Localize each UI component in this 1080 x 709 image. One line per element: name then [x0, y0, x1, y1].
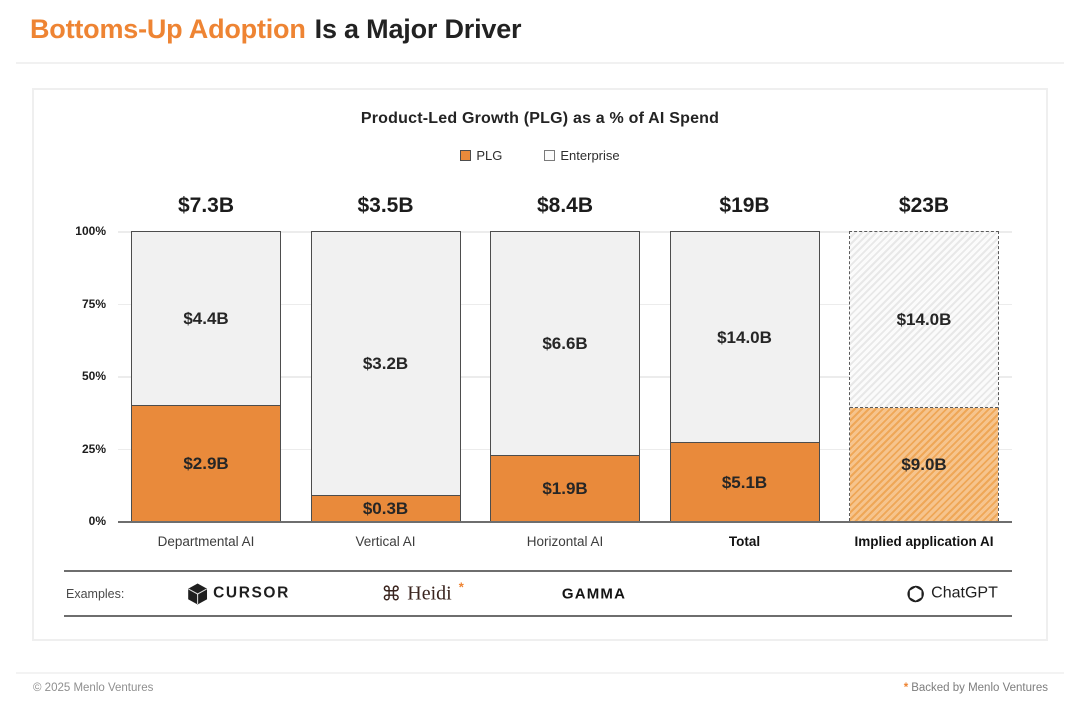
- example-cursor-logo: CURSOR: [188, 583, 290, 604]
- enterprise-value-label: $14.0B: [896, 309, 952, 329]
- title-divider: [16, 62, 1064, 64]
- chart-card: Product-Led Growth (PLG) as a % of AI Sp…: [32, 88, 1048, 641]
- chatgpt-wordmark: ChatGPT: [931, 584, 998, 602]
- category-label: Horizontal AI: [526, 534, 604, 549]
- page-title: Bottoms-Up Adoption Is a Major Driver: [30, 14, 522, 45]
- chart-title: Product-Led Growth (PLG) as a % of AI Sp…: [360, 110, 720, 127]
- bar-total-label: $7.3B: [177, 194, 235, 217]
- heidi-wordmark: Heidi: [407, 582, 452, 604]
- stacked-bar: $4.4B $2.9B: [131, 231, 281, 521]
- plg-segment: $1.9B: [491, 455, 639, 521]
- examples-band: Examples: CURSOR ⌘ Heidi * GAMMA: [64, 570, 1012, 617]
- enterprise-segment: $6.6B: [491, 232, 639, 456]
- plot-area: $7.3B $4.4B $2.9B Departmental AI $3.5B …: [118, 194, 1012, 549]
- footer-divider: [16, 672, 1064, 674]
- bar-column-implied-application-ai: $23B $14.0B $9.0B Implied application AI: [849, 194, 999, 549]
- openai-icon: [907, 585, 924, 602]
- example-gamma-logo: GAMMA: [562, 585, 626, 602]
- y-axis: 100% 75% 50% 25% 0%: [34, 224, 106, 528]
- plg-segment: $2.9B: [132, 406, 280, 521]
- y-tick: 100%: [75, 224, 106, 238]
- y-tick: 0%: [88, 514, 106, 528]
- stacked-bar: $6.6B $1.9B: [490, 231, 640, 521]
- bar-total-label: $19B: [719, 194, 770, 217]
- y-tick: 25%: [81, 441, 106, 456]
- examples-label: Examples:: [66, 586, 125, 601]
- enterprise-segment: $3.2B: [311, 232, 460, 497]
- y-tick: 75%: [81, 296, 106, 311]
- plg-value-label: $0.3B: [362, 499, 409, 519]
- gamma-wordmark: GAMMA: [561, 585, 627, 602]
- example-heidi-logo: ⌘ Heidi *: [381, 579, 464, 606]
- plg-segment: $9.0B: [850, 407, 998, 521]
- category-label: Total: [728, 534, 761, 549]
- category-label: Departmental AI: [157, 534, 255, 549]
- bar-column-departmental-ai: $7.3B $4.4B $2.9B Departmental AI: [131, 194, 281, 549]
- enterprise-value-label: $4.4B: [183, 309, 229, 329]
- bar-total-label: $8.4B: [536, 194, 594, 217]
- footnote-text: Backed by Menlo Ventures: [911, 682, 1048, 694]
- enterprise-segment: $14.0B: [850, 232, 998, 408]
- bar-total-label: $3.5B: [357, 194, 414, 217]
- example-chatgpt-logo: ChatGPT: [906, 584, 998, 603]
- plg-value-label: $1.9B: [542, 478, 588, 498]
- stacked-bar: $14.0B $5.1B: [669, 231, 820, 521]
- copyright-text: © 2025 Menlo Ventures: [33, 682, 154, 694]
- enterprise-swatch-icon: [544, 150, 556, 161]
- enterprise-value-label: $3.2B: [362, 354, 409, 374]
- chart-legend: PLG Enterprise: [34, 148, 1046, 163]
- legend-plg-label: PLG: [476, 148, 503, 163]
- stacked-bar-dashed: $14.0B $9.0B: [849, 231, 999, 521]
- heidi-knot-icon: ⌘: [381, 581, 402, 606]
- legend-enterprise-label: Enterprise: [560, 148, 620, 163]
- heidi-backed-asterisk: *: [458, 579, 464, 594]
- cursor-cube-icon: [188, 583, 208, 604]
- page-title-highlight: Bottoms-Up Adoption: [30, 14, 306, 44]
- plg-swatch-icon: [460, 150, 472, 161]
- footnote: * Backed by Menlo Ventures: [904, 682, 1048, 694]
- bar-total-label: $23B: [898, 194, 950, 217]
- stacked-bar: $3.2B $0.3B: [310, 231, 461, 521]
- cursor-wordmark: CURSOR: [213, 584, 290, 602]
- enterprise-value-label: $6.6B: [542, 333, 588, 353]
- plg-value-label: $2.9B: [183, 454, 229, 474]
- bar-column-vertical-ai: $3.5B $3.2B $0.3B Vertical AI: [310, 194, 461, 549]
- enterprise-value-label: $14.0B: [717, 327, 772, 347]
- category-label: Implied application AI: [854, 534, 994, 549]
- bar-group: $7.3B $4.4B $2.9B Departmental AI $3.5B …: [118, 194, 1012, 549]
- plg-segment: $0.3B: [311, 496, 460, 521]
- plg-segment: $5.1B: [670, 443, 819, 521]
- legend-item-enterprise: Enterprise: [544, 148, 620, 163]
- y-tick: 50%: [81, 369, 106, 383]
- footnote-asterisk: *: [903, 682, 909, 694]
- enterprise-segment: $4.4B: [132, 232, 280, 407]
- legend-item-plg: PLG: [460, 148, 502, 163]
- enterprise-segment: $14.0B: [670, 232, 819, 444]
- page-title-rest: Is a Major Driver: [314, 14, 522, 44]
- category-label: Vertical AI: [355, 534, 416, 549]
- plg-value-label: $5.1B: [721, 472, 768, 492]
- bar-column-horizontal-ai: $8.4B $6.6B $1.9B Horizontal AI: [490, 194, 640, 549]
- plg-value-label: $9.0B: [901, 454, 947, 474]
- bar-column-total: $19B $14.0B $5.1B Total: [669, 194, 820, 549]
